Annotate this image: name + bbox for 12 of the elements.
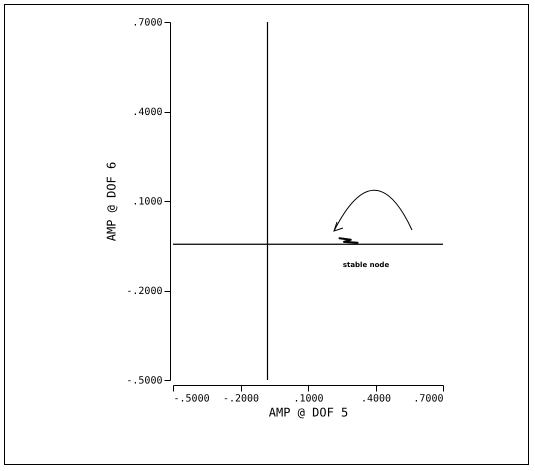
x-tick-label: .4000	[360, 394, 392, 404]
y-axis-title: AMP @ DOF 6	[104, 162, 118, 242]
x-tick-label: .7000	[413, 394, 444, 404]
y-tick-label: -.2000	[126, 286, 162, 297]
y-tick-label: .7000	[132, 18, 162, 28]
x-tick-label: -.5000	[174, 394, 210, 404]
x-tick-label: .1000	[293, 394, 324, 404]
y-tick-label: .1000	[132, 196, 162, 208]
x-tick-label: -.2000	[222, 394, 260, 404]
y-tick-label: -.5000	[126, 376, 162, 386]
y-tick-label: .4000	[132, 107, 162, 118]
x-axis-title: AMP @ DOF 5	[268, 406, 348, 420]
